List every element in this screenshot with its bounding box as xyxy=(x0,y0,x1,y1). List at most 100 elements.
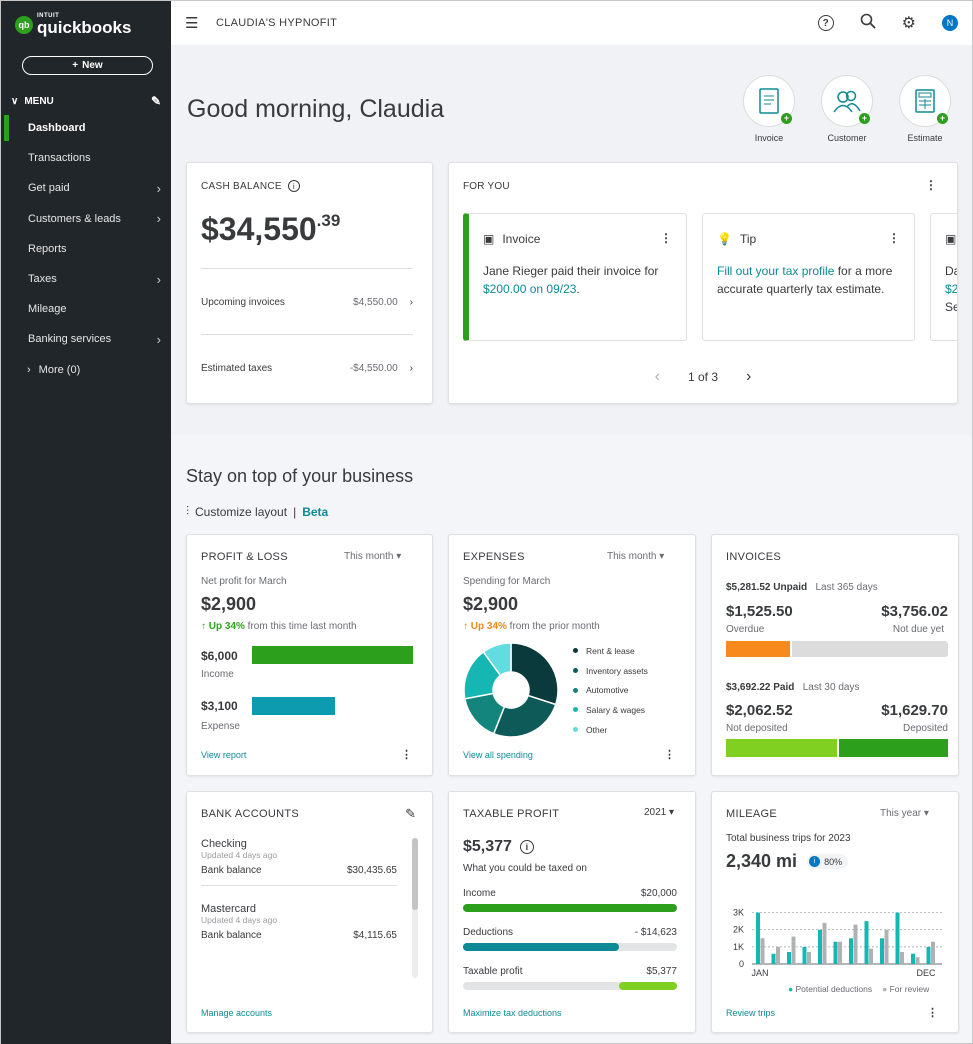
customize-layout[interactable]: ⫶ Customize layout | Beta xyxy=(186,504,329,519)
overdue-segment[interactable] xyxy=(726,641,791,657)
deductions-bar[interactable] xyxy=(463,943,677,951)
bank-account-mastercard[interactable]: Mastercard Updated 4 days ago Bank balan… xyxy=(201,903,397,941)
not-due-segment[interactable] xyxy=(792,641,948,657)
view-report-link[interactable]: View report xyxy=(201,750,247,760)
legend-item: Salary & wages xyxy=(573,700,648,720)
bar-review[interactable] xyxy=(838,941,842,964)
chevron-left-icon[interactable]: ‹ xyxy=(654,368,660,385)
more-options-icon[interactable]: ⋮ xyxy=(401,749,412,761)
chevron-right-icon[interactable]: › xyxy=(746,368,752,385)
bar-review[interactable] xyxy=(853,924,858,964)
pencil-icon[interactable]: ✎ xyxy=(150,94,161,108)
for-you-peek-card[interactable]: ▣ Da $2 Se xyxy=(930,213,957,341)
bank-account-checking[interactable]: Checking Updated 4 days ago Bank balance… xyxy=(201,838,397,886)
period-dropdown[interactable]: This month ▾ xyxy=(607,551,665,562)
scrollbar-thumb[interactable] xyxy=(412,838,418,910)
invoice-link[interactable]: $200.00 on 09/23 xyxy=(483,282,577,296)
bar-potential[interactable] xyxy=(895,912,900,964)
info-icon[interactable]: i xyxy=(287,180,300,192)
sidebar-item-banking-services[interactable]: Banking services › xyxy=(1,324,171,354)
period-dropdown[interactable]: This year ▾ xyxy=(880,808,929,819)
menu-header[interactable]: ∨ MENU ✎ xyxy=(11,94,161,108)
more-options-icon[interactable]: ⋮ xyxy=(664,749,675,761)
caret-down-icon: ▾ xyxy=(669,807,675,818)
bar-review[interactable] xyxy=(915,957,920,964)
bar-review[interactable] xyxy=(807,952,811,964)
sidebar-item-dashboard[interactable]: Dashboard xyxy=(1,113,171,144)
expenses-donut-chart[interactable] xyxy=(463,642,559,738)
sidebar-item-label: Mileage xyxy=(28,303,67,316)
view-all-spending-link[interactable]: View all spending xyxy=(463,750,533,760)
deposited-segment[interactable] xyxy=(839,739,948,757)
upcoming-invoices-row[interactable]: Upcoming invoices $4,550.00 › xyxy=(201,268,413,335)
bar-potential[interactable] xyxy=(880,938,884,964)
avatar[interactable]: N xyxy=(942,15,958,31)
more-options-icon[interactable]: ⋮ xyxy=(927,1007,938,1019)
mileage-bar-chart[interactable]: 3K 2K 1K 0 JAN DEC xyxy=(712,896,958,986)
maximize-deductions-link[interactable]: Maximize tax deductions xyxy=(463,1008,562,1018)
hamburger-menu-icon[interactable]: ☰ xyxy=(185,15,199,32)
sidebar-item-more[interactable]: › More (0) xyxy=(1,355,171,385)
bar-potential[interactable] xyxy=(926,946,931,964)
donut-slice-inventory-assets[interactable] xyxy=(492,694,557,738)
sidebar-item-customers-leads[interactable]: Customers & leads › xyxy=(1,204,171,234)
year-dropdown[interactable]: 2021 ▾ xyxy=(644,807,675,818)
sidebar-item-label: Customers & leads xyxy=(28,212,121,225)
help-icon[interactable]: ? xyxy=(817,15,834,31)
donut-slice-other[interactable] xyxy=(482,642,512,677)
period-dropdown[interactable]: This month ▾ xyxy=(344,551,402,562)
for-you-invoice-card[interactable]: ▣ Invoice ⋮ Jane Rieger paid their invoic… xyxy=(463,213,687,341)
more-options-icon[interactable]: ⋮ xyxy=(660,231,672,245)
manage-accounts-link[interactable]: Manage accounts xyxy=(201,1008,273,1018)
bar-potential[interactable] xyxy=(849,938,853,964)
more-options-icon[interactable]: ⋮ xyxy=(888,231,900,245)
bar-potential[interactable] xyxy=(818,929,822,964)
bar-potential[interactable] xyxy=(833,941,838,964)
tax-profile-link[interactable]: Fill out your tax profile xyxy=(717,264,835,278)
scrollbar-track[interactable] xyxy=(412,838,418,978)
pencil-icon[interactable]: ✎ xyxy=(405,806,416,821)
bar-potential[interactable] xyxy=(756,912,760,964)
sidebar-item-transactions[interactable]: Transactions xyxy=(1,143,171,173)
quickbooks-logo[interactable]: qb INTUIT quickbooks xyxy=(15,13,131,36)
new-button[interactable]: + New xyxy=(22,56,153,75)
bar-potential[interactable] xyxy=(802,946,807,964)
bar-potential[interactable] xyxy=(864,921,869,964)
sidebar-item-reports[interactable]: Reports xyxy=(1,234,171,264)
sidebar-item-mileage[interactable]: Mileage xyxy=(1,294,171,324)
expense-value: $3,100 xyxy=(201,699,238,713)
donut-slice-rent-lease[interactable] xyxy=(510,642,559,706)
estimated-taxes-row[interactable]: Estimated taxes -$4,550.00 › xyxy=(201,334,413,401)
bar-review[interactable] xyxy=(884,929,889,964)
more-options-icon[interactable]: ⋮ xyxy=(925,178,937,192)
not-deposited-segment[interactable] xyxy=(726,739,837,757)
gear-icon[interactable]: ⚙ xyxy=(901,15,916,32)
bar-review[interactable] xyxy=(869,948,873,964)
quick-action-customer[interactable]: + Customer xyxy=(817,75,877,143)
bar-review[interactable] xyxy=(931,941,935,964)
info-icon: i xyxy=(809,856,821,867)
income-bar[interactable] xyxy=(252,646,413,664)
unpaid-bar[interactable] xyxy=(726,641,948,657)
bar-potential[interactable] xyxy=(787,952,791,964)
taxable-profit-bar[interactable] xyxy=(463,982,677,990)
bar-potential[interactable] xyxy=(911,953,915,964)
bar-review[interactable] xyxy=(776,946,780,964)
quick-action-invoice[interactable]: + Invoice xyxy=(739,75,799,143)
bar-review[interactable] xyxy=(791,936,796,964)
paid-bar[interactable] xyxy=(726,739,948,757)
bar-review[interactable] xyxy=(822,922,827,964)
for-you-tip-card[interactable]: 💡 Tip ⋮ Fill out your tax profile for a m… xyxy=(702,213,915,341)
bar-review[interactable] xyxy=(900,952,904,964)
sidebar-item-taxes[interactable]: Taxes › xyxy=(1,264,171,294)
search-icon[interactable] xyxy=(860,13,876,34)
sidebar-item-get-paid[interactable]: Get paid › xyxy=(1,173,171,203)
quick-action-estimate[interactable]: + Estimate xyxy=(895,75,955,143)
beta-link[interactable]: Beta xyxy=(302,504,329,519)
info-icon[interactable]: i xyxy=(519,840,534,854)
bar-potential[interactable] xyxy=(771,953,776,964)
bar-review[interactable] xyxy=(760,938,765,964)
income-bar[interactable] xyxy=(463,904,677,912)
review-trips-link[interactable]: Review trips xyxy=(726,1008,776,1018)
expense-bar[interactable] xyxy=(252,697,336,715)
